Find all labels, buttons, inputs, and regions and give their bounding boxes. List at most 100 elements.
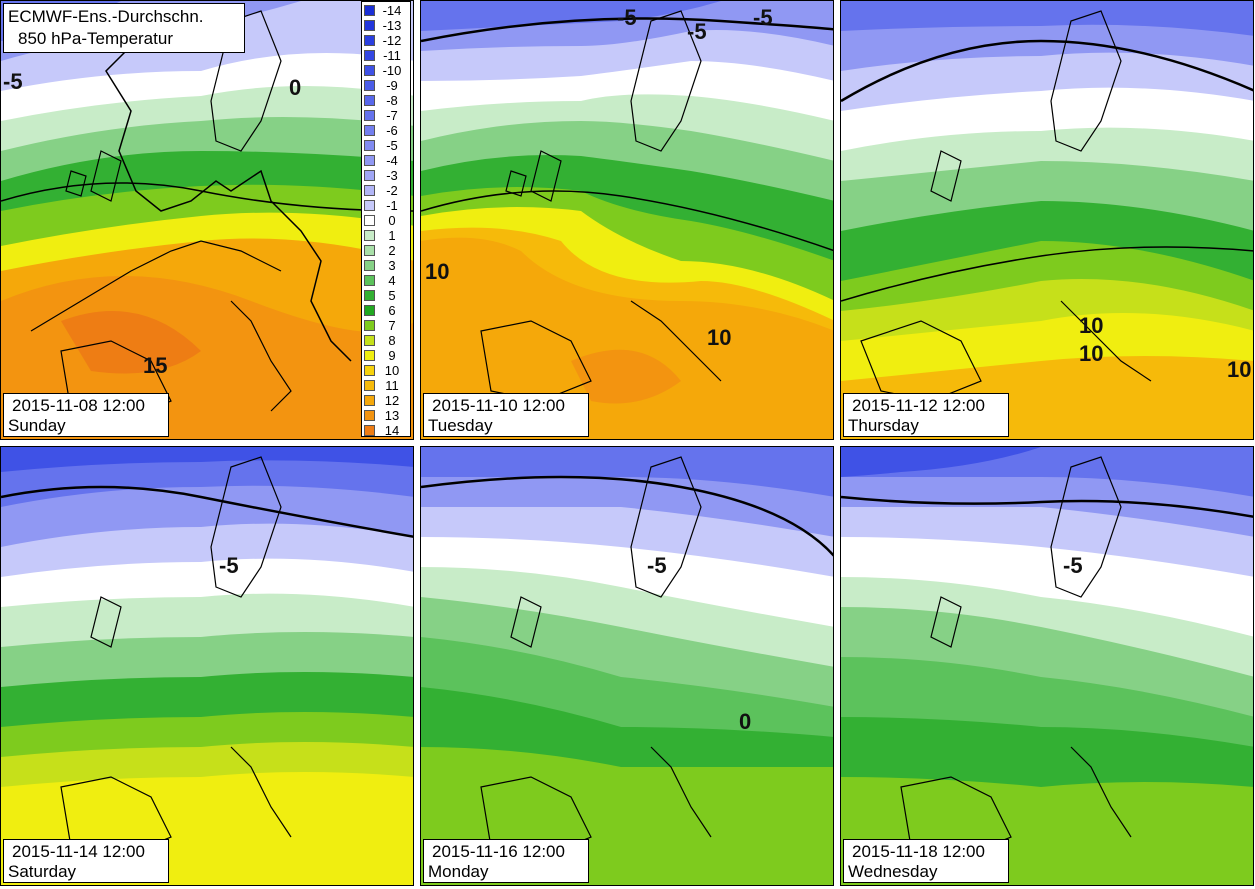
legend-row: -7	[362, 108, 410, 124]
map-title: ECMWF-Ens.-Durchschn. 850 hPa-Temperatur	[3, 3, 245, 53]
map-panel-1: ECMWF-Ens.-Durchschn. 850 hPa-Temperatur…	[0, 0, 414, 440]
legend-label: -3	[386, 168, 398, 183]
legend-row: 0	[362, 213, 410, 229]
legend-swatch	[364, 365, 375, 376]
contour-label: -5	[617, 5, 637, 30]
legend-label: 2	[388, 243, 396, 258]
legend-swatch	[364, 185, 375, 196]
legend-label: 12	[384, 393, 400, 408]
temperature-map-5	[421, 447, 833, 885]
legend-row: 6	[362, 303, 410, 319]
map-panel-3: 10 10 10 2015-11-12 12:00 Thursday	[840, 0, 1254, 440]
legend-label: 7	[388, 318, 396, 333]
legend-label: -13	[382, 18, 402, 33]
legend-label: -8	[386, 93, 398, 108]
panel-weekday: Sunday	[8, 416, 66, 435]
legend-swatch	[364, 350, 375, 361]
contour-label: 10	[1227, 357, 1252, 382]
contour-label: -5	[753, 5, 773, 30]
legend-label: -10	[382, 63, 402, 78]
legend-swatch	[364, 35, 375, 46]
panel-date: 2015-11-16 12:00	[432, 842, 565, 861]
legend-row: 12	[362, 393, 410, 409]
legend-swatch	[364, 245, 375, 256]
map-panel-2: -5 -5 -5 10 10 2015-11-10 12:00 Tuesday	[420, 0, 834, 440]
legend-label: -4	[386, 153, 398, 168]
legend-row: -9	[362, 78, 410, 94]
contour-label: -5	[687, 19, 707, 44]
legend-swatch	[364, 425, 375, 436]
map-panel-6: -5 2015-11-18 12:00 Wednesday	[840, 446, 1254, 886]
date-box: 2015-11-16 12:00 Monday	[423, 839, 589, 883]
panel-weekday: Saturday	[8, 862, 77, 881]
date-box: 2015-11-12 12:00 Thursday	[843, 393, 1009, 437]
legend-swatch	[364, 320, 375, 331]
legend-row: -10	[362, 63, 410, 79]
legend-swatch	[364, 5, 375, 16]
legend-label: 10	[384, 363, 400, 378]
legend-swatch	[364, 275, 375, 286]
temperature-map-1	[1, 1, 413, 439]
legend-swatch	[364, 80, 375, 91]
legend-swatch	[364, 230, 375, 241]
legend-label: -11	[383, 48, 401, 63]
legend-row: 2	[362, 243, 410, 259]
legend-row: -3	[362, 168, 410, 184]
legend-row: 10	[362, 363, 410, 379]
legend-row: 14	[362, 423, 410, 439]
date-box: 2015-11-08 12:00 Sunday	[3, 393, 169, 437]
legend-swatch	[364, 50, 375, 61]
legend-row: -5	[362, 138, 410, 154]
panel-date: 2015-11-18 12:00	[852, 842, 985, 861]
legend-row: -2	[362, 183, 410, 199]
legend-row: 3	[362, 258, 410, 274]
legend-label: -2	[386, 183, 398, 198]
contour-label: 10	[425, 259, 450, 284]
legend-label: -6	[386, 123, 398, 138]
legend-swatch	[364, 200, 375, 211]
legend-swatch	[364, 140, 375, 151]
legend-row: -6	[362, 123, 410, 139]
contour-label: 15	[143, 353, 168, 378]
panel-weekday: Thursday	[848, 416, 919, 435]
legend-swatch	[364, 110, 375, 121]
legend-label: 13	[384, 408, 400, 423]
legend-swatch	[364, 290, 375, 301]
legend-label: 5	[388, 288, 396, 303]
contour-label: -5	[3, 69, 23, 94]
panel-weekday: Tuesday	[428, 416, 493, 435]
panel-date: 2015-11-08 12:00	[12, 396, 145, 415]
legend-swatch	[364, 260, 375, 271]
legend-label: 0	[388, 213, 396, 228]
contour-label: 10	[1079, 341, 1104, 366]
legend-row: 13	[362, 408, 410, 424]
title-line-1: ECMWF-Ens.-Durchschn.	[8, 7, 204, 26]
legend-swatch	[364, 305, 375, 316]
contour-label: 0	[739, 709, 752, 734]
legend-row: -1	[362, 198, 410, 214]
legend-row: 11	[362, 378, 410, 394]
legend-row: 8	[362, 333, 410, 349]
legend-row: 5	[362, 288, 410, 304]
legend-swatch	[364, 170, 375, 181]
panel-weekday: Wednesday	[848, 862, 938, 881]
legend-label: 1	[388, 228, 396, 243]
legend-label: 6	[388, 303, 396, 318]
contour-label: 10	[1079, 313, 1104, 338]
legend-row: 7	[362, 318, 410, 334]
legend-row: -8	[362, 93, 410, 109]
legend-label: -9	[386, 78, 398, 93]
legend-label: 3	[388, 258, 396, 273]
legend-label: 4	[388, 273, 396, 288]
legend-swatch	[364, 20, 375, 31]
map-panel-4: -5 2015-11-14 12:00 Saturday	[0, 446, 414, 886]
legend-row: -4	[362, 153, 410, 169]
panel-date: 2015-11-14 12:00	[12, 842, 145, 861]
legend-swatch	[364, 410, 375, 421]
legend-label: -7	[386, 108, 398, 123]
legend-label: -5	[386, 138, 398, 153]
temperature-legend: -14 -13 -12 -11 -10 -9 -8 -7 -6 -5 -4 -3 -2 -1 0 1 2 3 4 5 6…	[361, 1, 411, 439]
date-box: 2015-11-14 12:00 Saturday	[3, 839, 169, 883]
legend-swatch	[364, 155, 375, 166]
contour-label: 10	[707, 325, 732, 350]
